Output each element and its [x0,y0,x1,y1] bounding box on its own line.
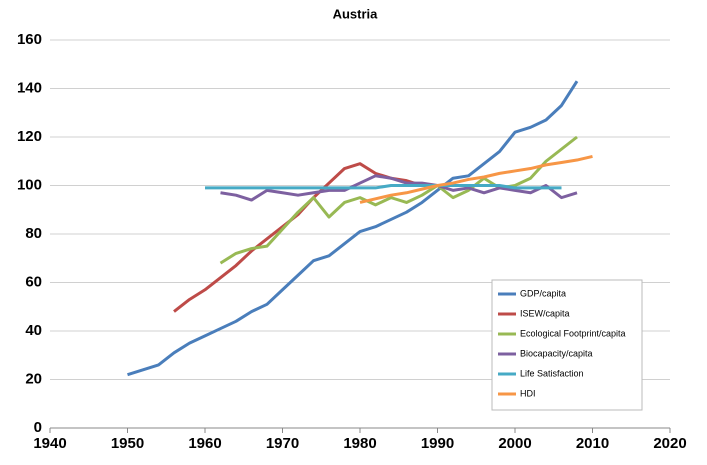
x-tick-label: 1980 [343,435,376,452]
x-tick-label: 1990 [421,435,454,452]
legend-label: HDI [520,388,536,398]
x-tick-label: 1950 [111,435,144,452]
y-tick-label: 80 [25,225,42,242]
legend-label: Ecological Footprint/capita [520,328,626,338]
legend-label: Biocapacity/capita [520,348,593,358]
y-tick-label: 0 [34,419,42,436]
series-line [219,135,578,265]
legend-label: Life Satisfaction [520,368,584,378]
legend-label: GDP/capita [520,288,566,298]
y-tick-label: 100 [17,176,42,193]
legend-box [491,279,643,411]
x-tick-label: 1970 [266,435,299,452]
x-tick-label: 2010 [576,435,609,452]
y-tick-label: 20 [25,370,42,387]
y-tick-label: 40 [25,322,42,339]
series-line [220,174,578,202]
series-line [359,154,593,204]
y-tick-label: 140 [17,79,42,96]
series-line [173,162,423,313]
y-tick-label: 60 [25,273,42,290]
chart-title: Austria [333,6,379,21]
x-tick-label: 1940 [33,435,66,452]
series-line [205,184,562,190]
legend: GDP/capita ISEW/capita Ecological Footprin… [491,279,643,411]
series-line [127,80,579,377]
x-tick-label: 2000 [498,435,531,452]
legend-label: ISEW/capita [520,308,570,318]
y-tick-label: 120 [17,128,42,145]
x-tick-label: 1960 [188,435,221,452]
y-tick-label: 160 [17,31,42,48]
x-tick-label: 2020 [653,435,686,452]
